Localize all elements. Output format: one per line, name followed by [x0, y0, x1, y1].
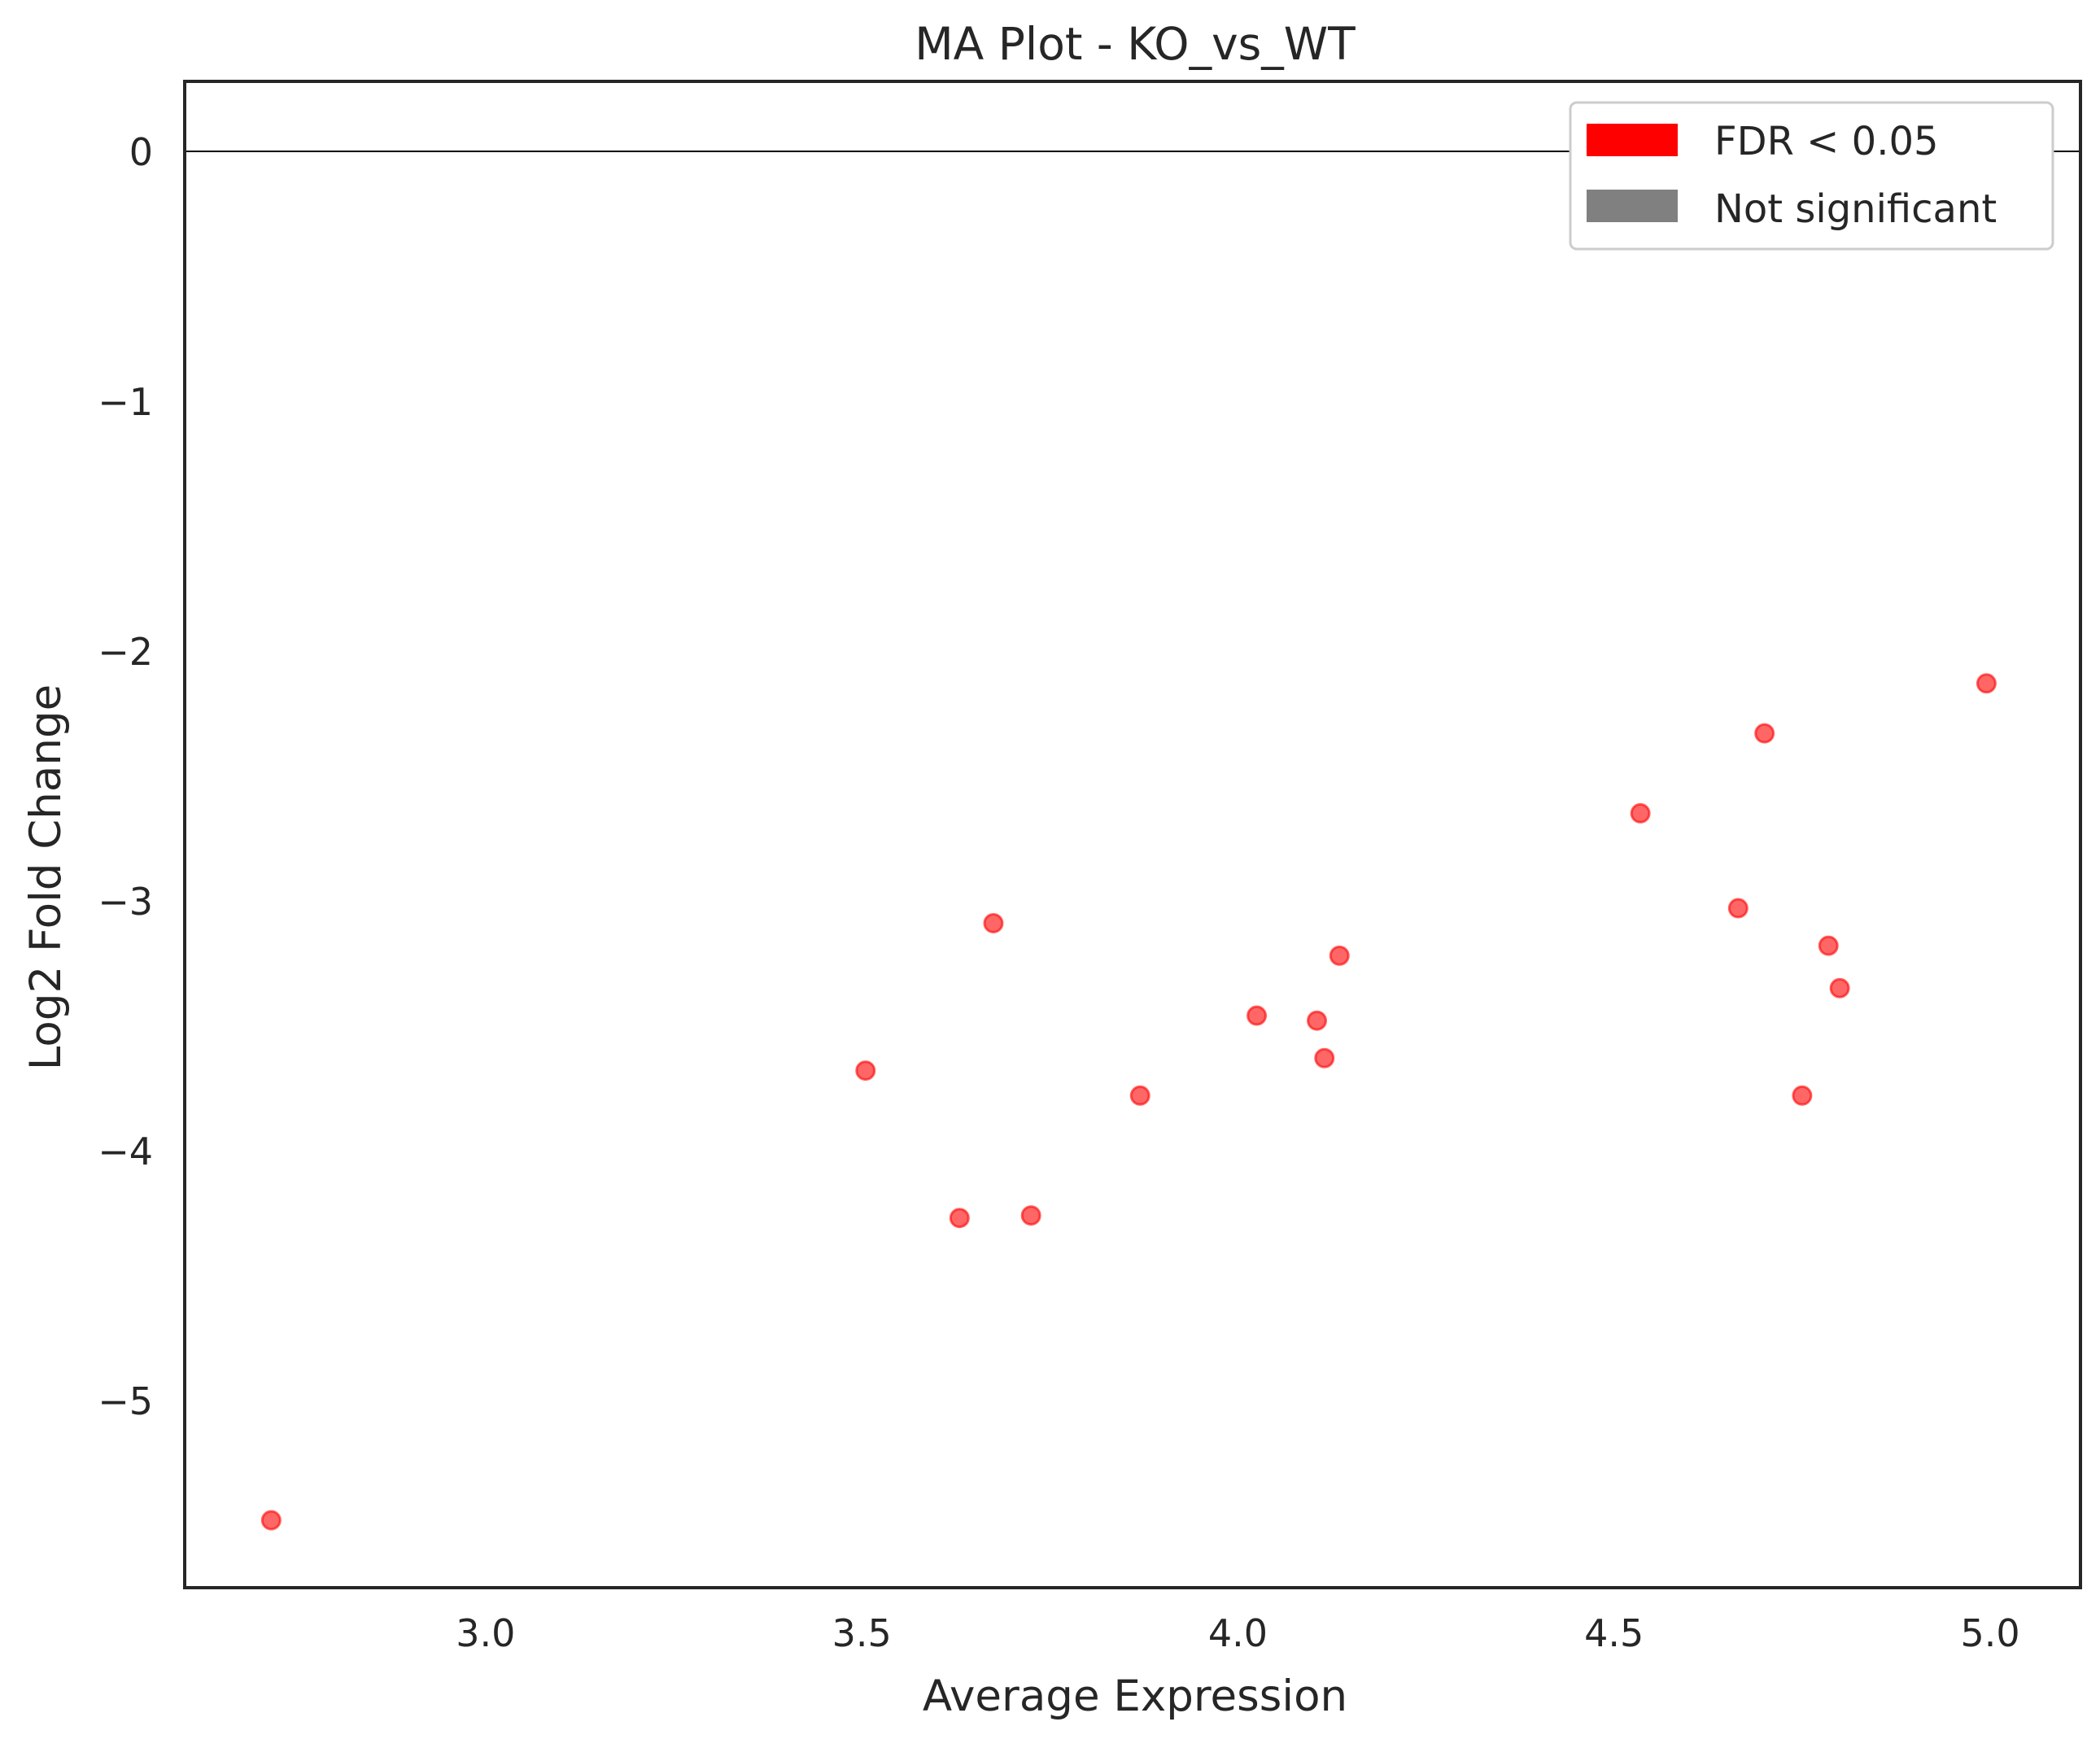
- data-point: [262, 1511, 280, 1529]
- legend-label-not-significant: Not significant: [1714, 186, 1997, 232]
- data-point: [1831, 979, 1849, 997]
- data-point: [1977, 675, 1995, 693]
- data-point: [1756, 724, 1774, 742]
- data-point: [1248, 1007, 1266, 1025]
- legend: FDR < 0.05 Not significant: [1570, 103, 2053, 249]
- y-tick-label: −2: [98, 630, 153, 674]
- legend-swatch-not-significant: [1587, 190, 1678, 222]
- data-point: [1819, 937, 1837, 955]
- data-point: [1729, 899, 1747, 917]
- data-point: [985, 914, 1002, 932]
- x-tick-label: 3.0: [456, 1611, 515, 1655]
- y-tick-label: −4: [98, 1130, 153, 1173]
- x-tick-label: 3.5: [832, 1611, 892, 1655]
- legend-label-fdr: FDR < 0.05: [1714, 119, 1939, 164]
- y-tick-label: −1: [98, 380, 153, 424]
- x-tick-label: 5.0: [1960, 1611, 2019, 1655]
- y-tick-label: −5: [98, 1379, 153, 1423]
- chart-title: MA Plot - KO_vs_WT: [915, 18, 1356, 70]
- y-axis-title: Log2 Fold Change: [21, 684, 71, 1070]
- data-point: [857, 1062, 875, 1080]
- data-point: [1631, 804, 1649, 822]
- y-tick-label: −3: [98, 880, 153, 924]
- data-point: [1308, 1012, 1326, 1029]
- x-axis-title: Average Expression: [923, 1672, 1347, 1721]
- y-tick-label: 0: [129, 130, 153, 174]
- legend-swatch-fdr: [1587, 124, 1678, 156]
- data-point: [950, 1209, 968, 1227]
- data-point: [1316, 1049, 1334, 1067]
- x-tick-label: 4.5: [1584, 1611, 1644, 1655]
- data-point: [1330, 946, 1348, 964]
- data-point: [1131, 1086, 1149, 1104]
- x-tick-label: 4.0: [1208, 1611, 1268, 1655]
- data-point: [1793, 1086, 1811, 1104]
- data-point: [1022, 1207, 1040, 1225]
